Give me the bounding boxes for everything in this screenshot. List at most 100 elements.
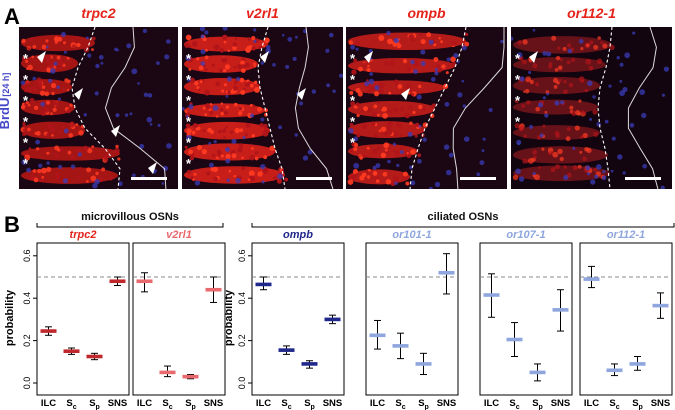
group-title-ciliated: ciliated OSNs <box>428 211 499 223</box>
nucleus <box>40 101 46 107</box>
nucleus <box>585 165 591 171</box>
signal-speck <box>59 148 64 152</box>
signal-speck <box>571 110 577 117</box>
signal-speck <box>554 130 560 136</box>
signal-speck <box>47 123 53 130</box>
signal-speck <box>188 149 193 155</box>
mean-marker <box>301 362 318 366</box>
plot-title: v2rl1 <box>166 229 192 241</box>
nucleus <box>146 116 153 123</box>
x-tick-label-sub: c <box>616 404 620 410</box>
nucleus <box>63 50 67 54</box>
nucleus <box>560 100 565 105</box>
signal-speck <box>524 88 530 94</box>
x-tick-label-base: ILC <box>137 398 152 409</box>
plot-title: or112-1 <box>607 229 645 241</box>
signal-speck <box>264 37 270 44</box>
signal-speck <box>213 176 219 182</box>
nucleus <box>200 34 205 39</box>
signal-speck <box>196 144 203 151</box>
nucleus <box>641 112 647 119</box>
x-tick-label-base: SNS <box>204 398 224 409</box>
signal-speck <box>86 167 92 173</box>
nucleus <box>225 147 230 153</box>
asterisk-marker: * <box>186 72 192 87</box>
signal-speck <box>548 64 553 69</box>
signal-speck <box>430 104 434 108</box>
nucleus <box>399 150 404 154</box>
signal-speck <box>569 105 574 110</box>
signal-speck <box>437 68 442 73</box>
signal-speck <box>366 146 370 150</box>
signal-speck <box>464 32 469 37</box>
x-tick-label-base: ILC <box>370 398 385 409</box>
nucleus <box>292 56 297 61</box>
signal-speck <box>370 87 374 91</box>
data-point-SNS <box>438 253 455 295</box>
asterisk-marker: * <box>23 93 29 108</box>
signal-speck <box>26 67 29 71</box>
signal-speck <box>244 62 250 68</box>
x-tick-label-sub: p <box>425 404 429 410</box>
signal-speck <box>402 171 408 177</box>
x-tick-label-sub: p <box>192 404 196 410</box>
signal-speck <box>32 44 37 49</box>
brdu-label: BrdU[24 h] <box>0 73 12 130</box>
nucleus <box>185 115 189 119</box>
mean-marker <box>529 370 546 375</box>
signal-speck <box>234 127 240 134</box>
signal-speck <box>55 175 60 180</box>
x-tick-label-sub: c <box>288 404 292 410</box>
x-tick-label: ILC <box>41 398 56 409</box>
nucleus <box>231 138 237 144</box>
nucleus <box>166 39 171 44</box>
nucleus <box>448 152 454 158</box>
signal-speck <box>360 109 364 113</box>
nucleus <box>225 95 229 98</box>
signal-speck <box>218 129 222 134</box>
signal-speck <box>241 156 244 160</box>
signal-speck <box>593 131 599 138</box>
signal-speck <box>49 127 56 134</box>
signal-speck <box>43 106 50 113</box>
nucleus <box>200 49 206 55</box>
signal-speck <box>45 100 51 105</box>
signal-speck <box>202 106 206 110</box>
signal-speck <box>349 90 354 95</box>
signal-speck <box>404 112 411 119</box>
signal-speck <box>392 176 396 180</box>
nucleus <box>604 119 609 124</box>
nucleus <box>222 27 228 31</box>
micrograph-title-v2rl1: v2rl1 <box>246 5 279 21</box>
signal-speck <box>419 32 423 36</box>
data-point-ILC <box>369 319 386 350</box>
mean-marker <box>552 308 569 312</box>
nucleus <box>208 162 214 168</box>
signal-speck <box>366 107 372 113</box>
signal-speck <box>237 66 241 70</box>
signal-speck <box>117 157 121 161</box>
signal-speck <box>417 84 422 89</box>
data-point-ILC <box>255 276 272 291</box>
signal-speck <box>230 130 234 134</box>
micrograph-trpc2: * * * * * * <box>19 27 178 189</box>
mean-marker <box>652 303 669 308</box>
nucleus <box>208 141 212 145</box>
signal-speck <box>593 44 599 50</box>
nucleus <box>434 67 438 72</box>
signal-speck <box>36 131 41 136</box>
mean-marker <box>136 279 153 284</box>
nucleus <box>58 164 63 170</box>
signal-speck <box>78 166 82 171</box>
nucleus <box>601 175 607 180</box>
signal-speck <box>584 146 589 152</box>
y-tick-label: 0.0 <box>22 377 32 390</box>
signal-speck <box>32 169 37 173</box>
nucleus <box>100 61 104 65</box>
data-point-Sp <box>86 352 103 361</box>
y-tick-label: 0.6 <box>237 250 247 263</box>
signal-speck <box>246 45 250 50</box>
signal-speck <box>529 79 534 85</box>
